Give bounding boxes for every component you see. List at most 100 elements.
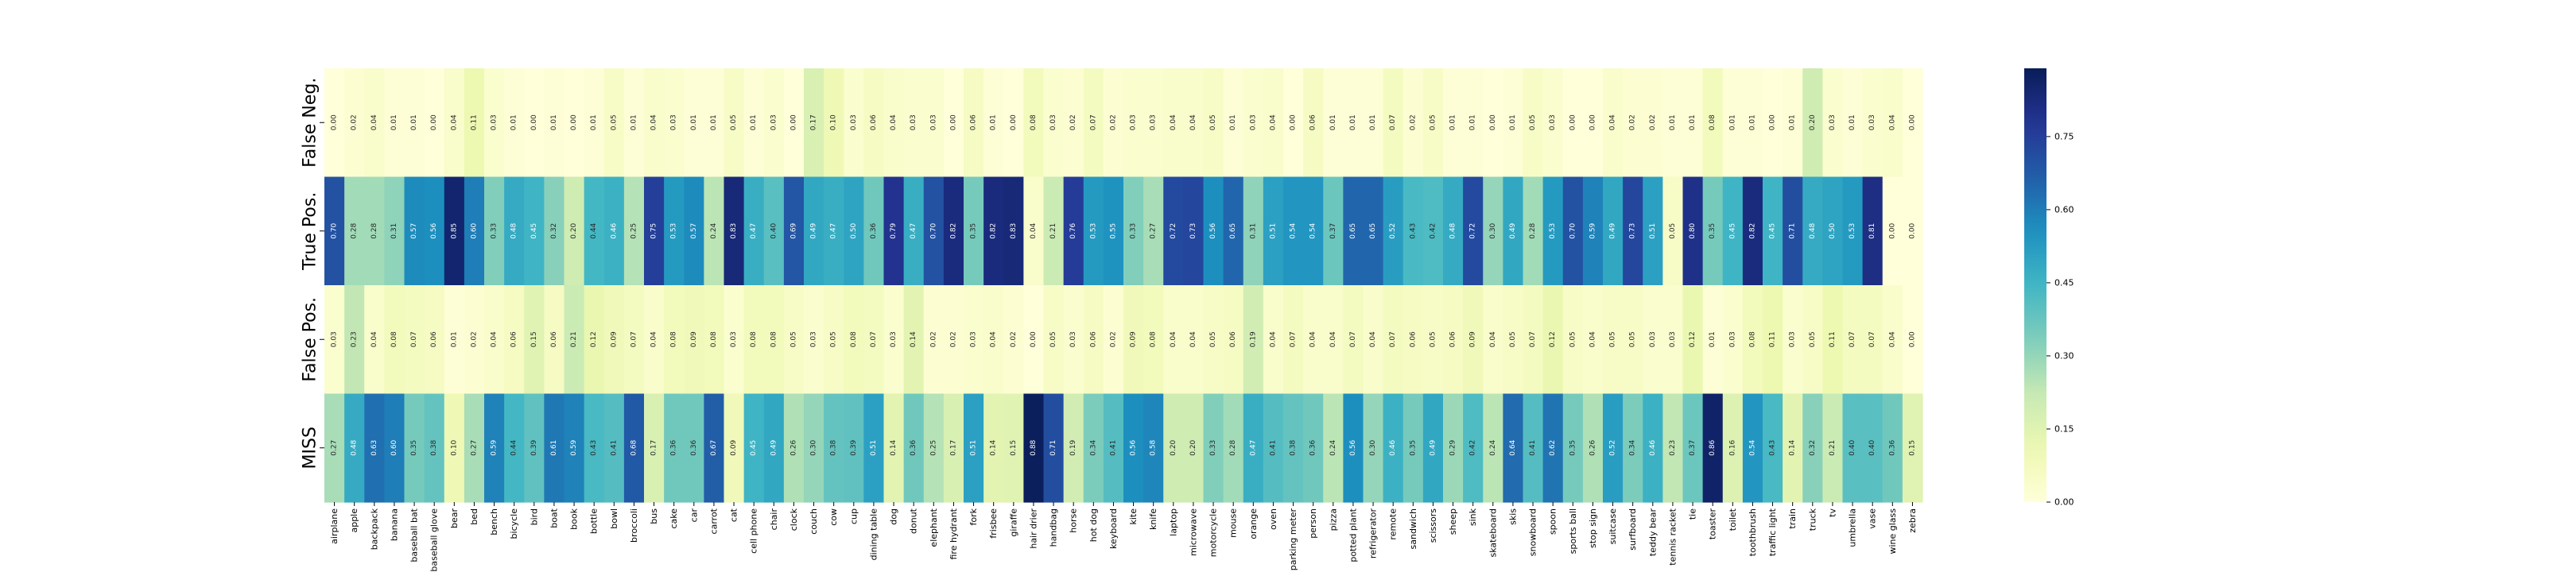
heatmap-cell <box>1722 176 1744 286</box>
heatmap-cell <box>1623 68 1643 178</box>
column-label: hot dog <box>1088 508 1099 542</box>
heatmap-cell <box>324 68 345 178</box>
column-label: pizza <box>1328 508 1338 531</box>
cell-value-label: 0.00 <box>1489 114 1497 130</box>
cell-value-label: 0.00 <box>1290 114 1298 130</box>
heatmap-cell <box>1783 285 1803 395</box>
column-label: cow <box>828 508 839 526</box>
column-label: tennis racket <box>1667 508 1678 565</box>
cell-value-label: 0.00 <box>949 114 957 130</box>
column-label: stop sign <box>1588 508 1598 548</box>
cell-value-label: 0.21 <box>1829 440 1837 456</box>
heatmap-cell <box>1143 393 1164 503</box>
cell-value-label: 0.12 <box>1549 331 1557 347</box>
cell-value-label: 0.05 <box>1429 331 1437 347</box>
row-label: MISS <box>301 427 320 469</box>
cell-value-label: 0.34 <box>1629 439 1637 455</box>
cell-value-label: 0.03 <box>730 331 738 347</box>
cell-value-label: 0.38 <box>1290 439 1298 455</box>
cell-value-label: 0.35 <box>410 440 418 456</box>
heatmap-cell <box>484 176 505 286</box>
cell-value-label: 0.83 <box>730 223 738 239</box>
heatmap-cell <box>1882 176 1903 286</box>
cell-value-label: 0.04 <box>1269 331 1277 347</box>
heatmap-cell <box>1023 393 1045 503</box>
heatmap-cell <box>1003 285 1024 395</box>
cell-value-label: 0.28 <box>370 222 378 238</box>
cell-value-label: 0.37 <box>1689 440 1697 456</box>
heatmap-cell <box>464 285 485 395</box>
heatmap-cell <box>1463 68 1484 178</box>
heatmap-cell <box>1383 68 1404 178</box>
cell-value-label: 0.59 <box>1589 222 1596 238</box>
cell-value-label: 0.61 <box>550 440 558 456</box>
heatmap-cell <box>1203 285 1224 395</box>
heatmap-cell <box>943 393 964 503</box>
cell-value-label: 0.01 <box>1229 114 1237 130</box>
column-label: skis <box>1507 508 1518 525</box>
cell-value-label: 0.54 <box>1309 222 1317 238</box>
column-label: tv <box>1827 508 1837 517</box>
cell-value-label: 0.07 <box>410 331 418 347</box>
cell-value-label: 0.73 <box>1629 223 1637 239</box>
heatmap-cell <box>1343 68 1364 178</box>
cell-value-label: 0.48 <box>351 439 359 455</box>
heatmap-cell <box>1763 393 1783 503</box>
column-label: remote <box>1388 508 1399 540</box>
cell-value-label: 0.27 <box>470 440 478 456</box>
cell-value-label: 0.00 <box>1908 114 1916 130</box>
cell-value-label: 0.24 <box>710 222 718 238</box>
cell-value-label: 0.08 <box>670 331 678 347</box>
heatmap-cell <box>1763 176 1783 286</box>
cell-value-label: 0.03 <box>910 114 918 130</box>
heatmap-cell <box>1003 176 1024 286</box>
cell-value-label: 0.03 <box>331 331 339 347</box>
heatmap-cell <box>844 285 864 395</box>
column-label: snowboard <box>1528 508 1538 556</box>
heatmap-cell <box>883 68 905 178</box>
cell-value-label: 0.05 <box>730 114 738 130</box>
heatmap-cell <box>1842 285 1864 395</box>
cell-value-label: 0.39 <box>530 439 538 455</box>
heatmap-cell <box>1063 393 1084 503</box>
heatmap-cell <box>1303 68 1324 178</box>
heatmap-cell <box>923 285 945 395</box>
cell-value-label: 0.26 <box>1589 439 1596 455</box>
heatmap-cell <box>1183 285 1205 395</box>
heatmap-cell <box>783 285 805 395</box>
column-label: cell phone <box>749 508 759 554</box>
cell-value-label: 0.04 <box>890 114 898 130</box>
column-label: teddy bear <box>1647 508 1658 557</box>
heatmap-cell <box>644 393 665 503</box>
cell-value-label: 0.03 <box>1069 331 1077 347</box>
cell-value-label: 0.51 <box>1649 223 1657 239</box>
heatmap-cell <box>964 68 984 178</box>
heatmap-cell <box>1722 68 1744 178</box>
column-label: sports ball <box>1568 508 1578 554</box>
heatmap-cell <box>1822 176 1844 286</box>
heatmap-cell <box>444 285 465 395</box>
cell-value-label: 0.65 <box>1369 223 1377 239</box>
heatmap-cell <box>943 176 964 286</box>
cell-value-label: 0.17 <box>810 114 818 130</box>
column-label: elephant <box>929 508 939 547</box>
cell-value-label: 0.33 <box>1209 440 1217 456</box>
cell-value-label: 0.28 <box>1229 439 1237 455</box>
heatmap-cell <box>1562 393 1584 503</box>
heatmap-cell <box>923 68 945 178</box>
heatmap-cell <box>1643 176 1663 286</box>
heatmap-cell <box>484 68 505 178</box>
heatmap-cell <box>983 176 1004 286</box>
cell-value-label: 0.17 <box>949 440 957 456</box>
cell-value-label: 0.45 <box>1769 223 1777 239</box>
cell-value-label: 0.23 <box>1669 440 1677 456</box>
heatmap-cell <box>1283 393 1304 503</box>
cell-value-label: 0.00 <box>1569 114 1577 130</box>
column-label: toilet <box>1728 508 1738 531</box>
heatmap-cell <box>1582 176 1604 286</box>
cell-value-label: 0.40 <box>1868 439 1876 455</box>
heatmap-cell <box>444 68 465 178</box>
heatmap-cell <box>1742 176 1763 286</box>
heatmap-cell <box>1383 285 1404 395</box>
column-label: mouse <box>1228 508 1239 538</box>
